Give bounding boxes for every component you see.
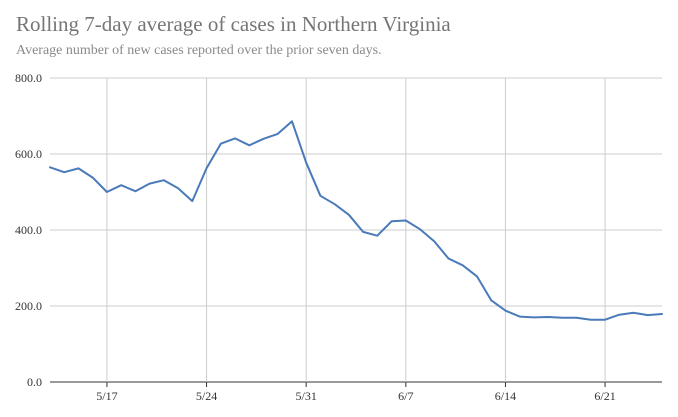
x-tick-label: 6/7 (398, 389, 413, 403)
data-point (134, 190, 136, 192)
data-point (533, 316, 535, 318)
data-point (391, 220, 393, 222)
chart-subtitle: Average number of new cases reported ove… (16, 43, 382, 58)
data-point (177, 187, 179, 189)
data-point (234, 137, 236, 139)
data-point (376, 235, 378, 237)
data-point (305, 162, 307, 164)
data-point (462, 264, 464, 266)
data-point (476, 275, 478, 277)
data-point (618, 314, 620, 316)
data-point (647, 314, 649, 316)
data-point (319, 195, 321, 197)
data-point (220, 143, 222, 145)
data-point (334, 203, 336, 205)
data-point (405, 220, 407, 222)
data-point (348, 214, 350, 216)
data-point (561, 317, 563, 319)
data-point (490, 299, 492, 301)
data-point (106, 191, 108, 193)
x-tick-label: 6/21 (594, 389, 615, 403)
x-tick-label: 6/14 (495, 389, 516, 403)
data-point (291, 120, 293, 122)
chart-title: Rolling 7-day average of cases in Northe… (16, 12, 451, 36)
data-point (633, 312, 635, 314)
data-point (362, 231, 364, 233)
data-point (519, 316, 521, 318)
data-point (63, 171, 65, 173)
data-point (547, 316, 549, 318)
data-point (120, 184, 122, 186)
data-point (49, 166, 51, 168)
y-tick-label: 0.0 (27, 375, 42, 389)
data-point (419, 228, 421, 230)
data-point (92, 177, 94, 179)
y-tick-label: 200.0 (15, 299, 42, 313)
x-tick-label: 5/24 (196, 389, 217, 403)
data-point (433, 240, 435, 242)
data-point (590, 319, 592, 321)
data-point (263, 138, 265, 140)
data-point (277, 133, 279, 135)
x-tick-label: 5/17 (96, 389, 117, 403)
y-tick-label: 600.0 (15, 147, 42, 161)
data-point (191, 200, 193, 202)
data-point (248, 144, 250, 146)
x-tick-label: 5/31 (296, 389, 317, 403)
data-point (448, 258, 450, 260)
data-point (163, 179, 165, 181)
data-point (206, 167, 208, 169)
series-line (49, 120, 663, 321)
data-point (604, 319, 606, 321)
data-point (78, 167, 80, 169)
data-point (576, 317, 578, 319)
y-tick-label: 800.0 (15, 71, 42, 85)
data-point (661, 313, 663, 315)
y-tick-label: 400.0 (15, 223, 42, 237)
data-point (504, 310, 506, 312)
data-point (149, 183, 151, 185)
